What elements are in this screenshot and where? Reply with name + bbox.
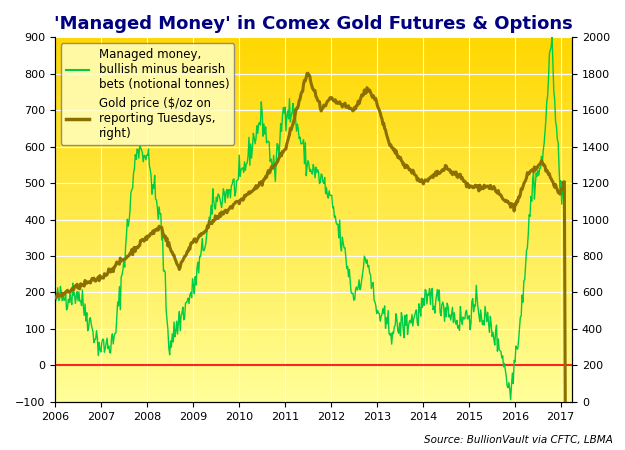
Text: Source: BullionVault via CFTC, LBMA: Source: BullionVault via CFTC, LBMA <box>424 436 612 446</box>
Title: 'Managed Money' in Comex Gold Futures & Options: 'Managed Money' in Comex Gold Futures & … <box>54 15 573 33</box>
Legend: Managed money,
bullish minus bearish
bets (notional tonnes), Gold price ($/oz on: Managed money, bullish minus bearish bet… <box>61 43 234 144</box>
